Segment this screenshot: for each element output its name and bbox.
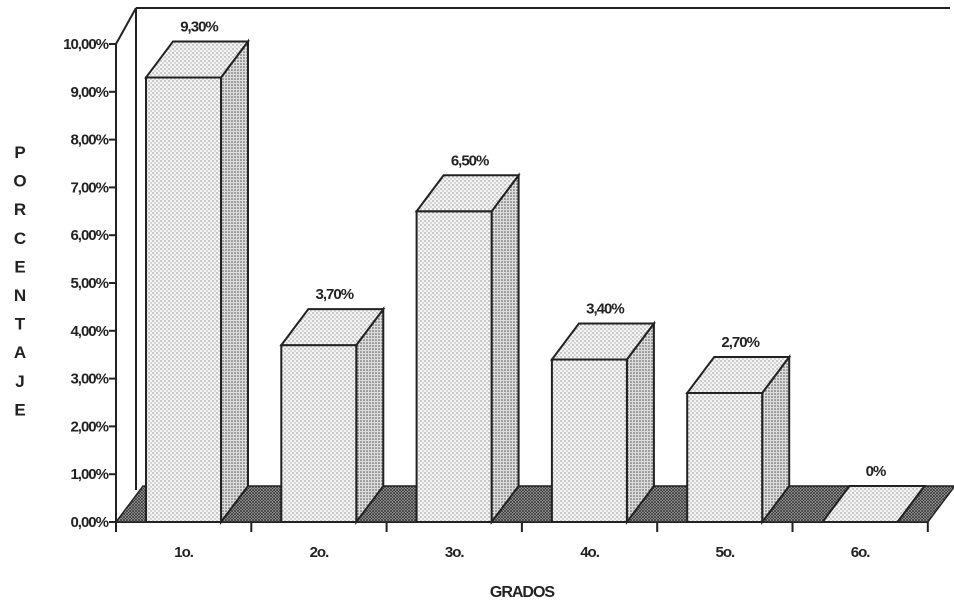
- bar-top-face: [549, 322, 656, 361]
- y-tick-label: 2,00%: [70, 418, 108, 435]
- x-tick-label: 6o.: [851, 544, 871, 561]
- y-tick-label: 3,00%: [70, 371, 108, 388]
- x-tick-label: 1o.: [174, 544, 194, 561]
- y-axis-label-letter: R: [14, 200, 26, 219]
- y-axis-label-letter: T: [15, 315, 26, 334]
- y-tick-label: 0,00%: [70, 514, 108, 531]
- bar: [144, 38, 250, 525]
- y-axis-label-letter: N: [14, 286, 26, 305]
- data-label: 0%: [866, 463, 886, 480]
- y-axis-ticks: 0,00% 1,00% 2,00% 3,00% 4,00% 5,00% 6,00% 7,00%…: [63, 36, 116, 531]
- depth-edge-top: [115, 7, 137, 45]
- bar-top-face: [144, 40, 250, 79]
- y-tick-label: 4,00%: [70, 323, 108, 340]
- bar: [549, 320, 656, 525]
- data-labels: 9,30% 3,70% 6,50% 3,40% 2,70% 0%: [180, 18, 887, 480]
- bar-top-face: [820, 485, 927, 523]
- y-tick-label: 8,00%: [70, 132, 108, 149]
- bars: [144, 38, 927, 526]
- y-tick-label: 1,00%: [70, 466, 108, 483]
- y-tick-label: 6,00%: [70, 227, 108, 244]
- y-axis-label-letter: E: [14, 400, 25, 419]
- bar-top-face: [279, 308, 386, 347]
- bar-front-face: [550, 358, 628, 524]
- data-label: 3,40%: [586, 300, 624, 317]
- bar-top-face: [414, 174, 521, 213]
- bar-side-face: [490, 172, 520, 526]
- x-tick-label: 2o.: [310, 544, 330, 561]
- y-tick-label: 5,00%: [70, 275, 108, 292]
- data-label: 3,70%: [316, 286, 354, 303]
- bar-front-face: [280, 344, 358, 524]
- y-axis-label-letter: C: [14, 229, 26, 248]
- y-axis-label-letter: E: [14, 257, 25, 276]
- bar-side-face: [220, 38, 249, 525]
- bar-top-face: [685, 355, 792, 394]
- bar: [820, 485, 927, 523]
- bar-front-face: [145, 76, 222, 524]
- x-axis-label: GRADOS: [490, 584, 556, 601]
- y-axis-label-letter: J: [15, 372, 24, 391]
- data-label: 9,30%: [180, 18, 218, 35]
- bar: [414, 172, 521, 526]
- y-axis-label-letter: P: [14, 143, 25, 162]
- bar: [279, 306, 386, 525]
- data-label: 6,50%: [451, 152, 489, 169]
- x-tick-label: 5o.: [716, 544, 736, 561]
- y-tick-label: 7,00%: [70, 179, 108, 196]
- y-axis-label-letter: O: [13, 172, 26, 191]
- x-tick-label: 4o.: [580, 544, 600, 561]
- y-axis-label-letter: A: [14, 343, 26, 362]
- x-tick-label: 3o.: [445, 544, 465, 561]
- bar-front-face: [686, 391, 764, 523]
- bar-front-face: [415, 210, 493, 524]
- y-tick-label: 10,00%: [63, 36, 109, 53]
- y-tick-label: 9,00%: [70, 84, 108, 101]
- data-label: 2,70%: [721, 334, 759, 351]
- bar: [685, 353, 792, 525]
- x-axis-ticks: 1o. 2o. 3o. 4o. 5o. 6o.: [115, 522, 929, 561]
